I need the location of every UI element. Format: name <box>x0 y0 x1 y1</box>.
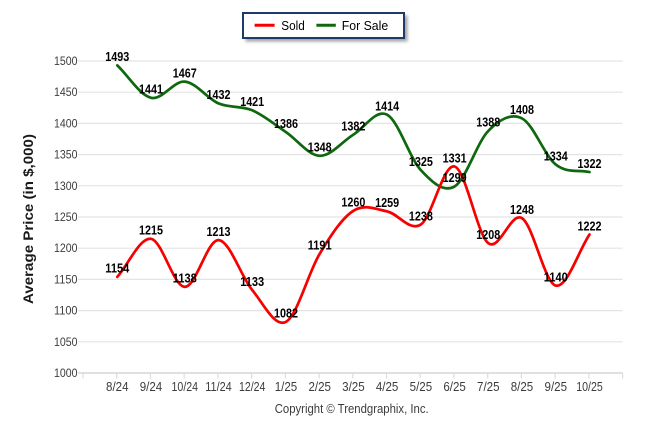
svg-text:2/25: 2/25 <box>308 380 331 394</box>
svg-text:1388: 1388 <box>476 116 500 130</box>
svg-text:12/24: 12/24 <box>239 380 266 394</box>
svg-text:1248: 1248 <box>510 203 534 217</box>
svg-text:1500: 1500 <box>54 54 78 68</box>
svg-text:1450: 1450 <box>54 85 78 99</box>
svg-text:1208: 1208 <box>476 228 500 242</box>
svg-text:1299: 1299 <box>443 171 467 185</box>
svg-text:9/24: 9/24 <box>140 380 163 394</box>
svg-text:1259: 1259 <box>375 196 399 210</box>
svg-text:1421: 1421 <box>240 95 264 109</box>
svg-text:1382: 1382 <box>341 119 365 133</box>
svg-text:1432: 1432 <box>207 88 231 102</box>
svg-text:11/24: 11/24 <box>205 380 232 394</box>
svg-text:1082: 1082 <box>274 307 298 321</box>
svg-text:5/25: 5/25 <box>410 380 433 394</box>
svg-text:1334: 1334 <box>544 149 568 163</box>
svg-text:10/25: 10/25 <box>576 380 603 394</box>
svg-text:Copyright © Trendgraphix, Inc.: Copyright © Trendgraphix, Inc. <box>275 402 429 416</box>
svg-text:1140: 1140 <box>544 270 568 284</box>
svg-text:9/25: 9/25 <box>545 380 568 394</box>
svg-text:1150: 1150 <box>54 272 78 286</box>
svg-text:1325: 1325 <box>409 155 433 169</box>
svg-text:1250: 1250 <box>54 210 78 224</box>
svg-text:1322: 1322 <box>578 157 602 171</box>
svg-text:4/25: 4/25 <box>376 380 399 394</box>
svg-text:1138: 1138 <box>173 272 197 286</box>
svg-text:1300: 1300 <box>54 179 78 193</box>
svg-text:10/24: 10/24 <box>172 380 199 394</box>
svg-text:1050: 1050 <box>54 335 78 349</box>
svg-text:1467: 1467 <box>173 66 197 80</box>
svg-text:1493: 1493 <box>105 50 129 64</box>
svg-text:1200: 1200 <box>54 241 78 255</box>
svg-text:For Sale: For Sale <box>342 19 388 33</box>
svg-text:1400: 1400 <box>54 116 78 130</box>
svg-text:1441: 1441 <box>139 83 163 97</box>
svg-text:1350: 1350 <box>54 148 78 162</box>
svg-text:Sold: Sold <box>281 19 305 33</box>
svg-text:1000: 1000 <box>54 366 78 380</box>
svg-text:1/25: 1/25 <box>275 380 298 394</box>
svg-text:6/25: 6/25 <box>443 380 466 394</box>
svg-text:8/25: 8/25 <box>511 380 534 394</box>
svg-text:1408: 1408 <box>510 103 534 117</box>
svg-text:3/25: 3/25 <box>342 380 365 394</box>
svg-text:1260: 1260 <box>341 196 365 210</box>
svg-text:7/25: 7/25 <box>477 380 500 394</box>
svg-text:1133: 1133 <box>240 275 264 289</box>
svg-text:1100: 1100 <box>54 304 78 318</box>
svg-text:1331: 1331 <box>443 151 467 165</box>
svg-text:1222: 1222 <box>578 219 602 233</box>
svg-text:1238: 1238 <box>409 209 433 223</box>
svg-text:Average Price (in $,000): Average Price (in $,000) <box>20 134 36 304</box>
svg-text:1386: 1386 <box>274 117 298 131</box>
svg-text:1154: 1154 <box>105 262 129 276</box>
svg-text:1213: 1213 <box>207 225 231 239</box>
svg-text:1414: 1414 <box>375 100 399 114</box>
svg-text:1215: 1215 <box>139 224 163 238</box>
svg-text:1191: 1191 <box>308 239 332 253</box>
svg-text:1348: 1348 <box>308 141 332 155</box>
svg-text:8/24: 8/24 <box>106 380 129 394</box>
